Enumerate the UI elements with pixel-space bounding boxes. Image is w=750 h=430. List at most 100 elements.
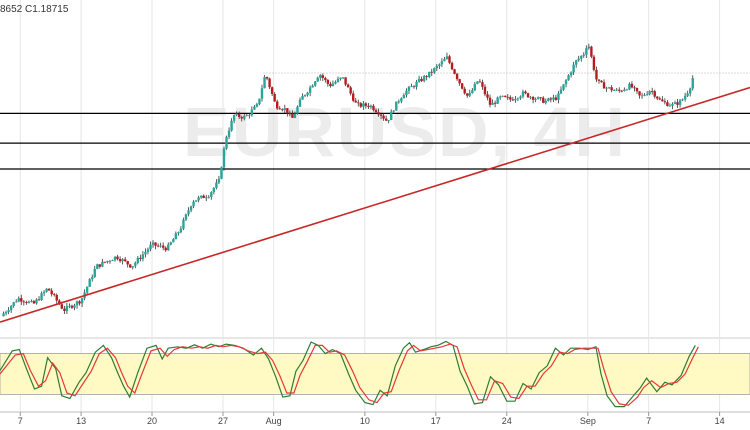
candle-body-50 [129, 264, 132, 268]
candle-body-226 [574, 60, 578, 65]
candle-body-105 [268, 78, 271, 88]
candle-body-12 [32, 301, 36, 304]
candle-body-6 [17, 298, 20, 302]
candle-body-176 [448, 56, 451, 63]
candle-body-182 [463, 88, 466, 94]
candle-body-254 [645, 94, 649, 95]
candle-27 [70, 304, 74, 309]
candle-body-1 [4, 312, 8, 314]
x-tick-label-8: Sep [580, 416, 596, 426]
candle-114 [291, 110, 294, 118]
candle-body-170 [433, 68, 436, 73]
candle-230 [585, 45, 588, 59]
candle-85 [217, 175, 221, 185]
candle-body-68 [174, 233, 178, 240]
candle-54 [139, 254, 142, 262]
candle-87 [222, 146, 226, 171]
candle-body-270 [686, 93, 689, 96]
candle-body-95 [243, 115, 246, 119]
candle-body-225 [572, 64, 575, 73]
candle-body-255 [648, 91, 651, 95]
candle-95 [243, 114, 246, 121]
candle-body-138 [352, 93, 355, 101]
candle-112 [286, 108, 289, 117]
candle-99 [253, 105, 256, 110]
candle-body-47 [121, 259, 124, 262]
candle-body-21 [55, 294, 58, 301]
candle-body-126 [321, 75, 325, 78]
candle-body-233 [592, 56, 596, 70]
candle-214 [544, 98, 547, 105]
candle-14 [37, 296, 41, 301]
candle-18 [47, 288, 51, 291]
candle-body-232 [590, 46, 593, 57]
candle-101 [258, 98, 261, 106]
candle-body-266 [676, 102, 679, 105]
candle-158 [402, 93, 406, 99]
candle-body-39 [101, 261, 104, 267]
candle-body-135 [344, 77, 347, 85]
candle-189 [481, 79, 484, 90]
candle-92 [235, 111, 238, 117]
candle-115 [293, 111, 297, 119]
candle-212 [539, 97, 542, 101]
candle-19 [50, 288, 53, 297]
candle-body-151 [384, 118, 388, 121]
candle-body-33 [85, 286, 89, 293]
candle-210 [534, 97, 537, 103]
candle-body-14 [37, 299, 41, 301]
candle-222 [564, 78, 568, 88]
candle-body-124 [316, 77, 319, 82]
candle-body-80 [205, 197, 208, 199]
candle-226 [574, 59, 578, 68]
candle-91 [232, 114, 236, 124]
candle-50 [129, 264, 132, 269]
candle-71 [182, 217, 185, 231]
candle-body-131 [334, 81, 337, 84]
candle-body-154 [392, 110, 395, 112]
candle-body-30 [78, 301, 81, 304]
candle-body-230 [585, 48, 588, 55]
candle-body-13 [35, 299, 38, 304]
candle-211 [536, 96, 540, 100]
candle-83 [212, 187, 216, 195]
candle-231 [587, 43, 591, 50]
candle-13 [35, 298, 38, 305]
candle-body-149 [379, 114, 383, 116]
candle-103 [263, 75, 266, 89]
x-tick-label-1: 13 [76, 416, 86, 426]
candle-body-189 [481, 82, 484, 87]
candle-257 [653, 89, 656, 99]
candle-184 [468, 89, 471, 98]
candle-198 [504, 95, 507, 98]
candle-body-141 [359, 103, 363, 107]
candle-body-118 [301, 95, 304, 100]
candle-body-186 [473, 83, 477, 91]
candle-243 [618, 87, 621, 93]
candle-body-177 [450, 62, 454, 70]
candle-60 [154, 242, 157, 250]
candle-37 [96, 263, 99, 270]
candle-247 [628, 82, 631, 91]
candle-body-60 [154, 242, 157, 246]
candle-body-260 [661, 99, 664, 102]
candle-body-209 [531, 96, 535, 100]
candle-body-87 [222, 148, 226, 168]
candle-body-201 [511, 99, 515, 101]
candle-24 [63, 305, 66, 314]
candle-227 [577, 55, 580, 62]
candle-body-112 [286, 108, 289, 114]
candle-233 [592, 54, 596, 72]
candle-body-229 [582, 54, 585, 56]
candle-body-227 [577, 58, 580, 61]
candle-154 [392, 110, 395, 113]
candle-body-57 [146, 249, 150, 252]
candle-191 [486, 91, 489, 101]
candle-0 [2, 311, 5, 317]
candle-123 [314, 80, 317, 87]
candle-body-210 [534, 98, 537, 100]
candle-body-198 [504, 95, 507, 97]
candle-body-83 [212, 187, 216, 193]
candle-12 [32, 299, 36, 304]
